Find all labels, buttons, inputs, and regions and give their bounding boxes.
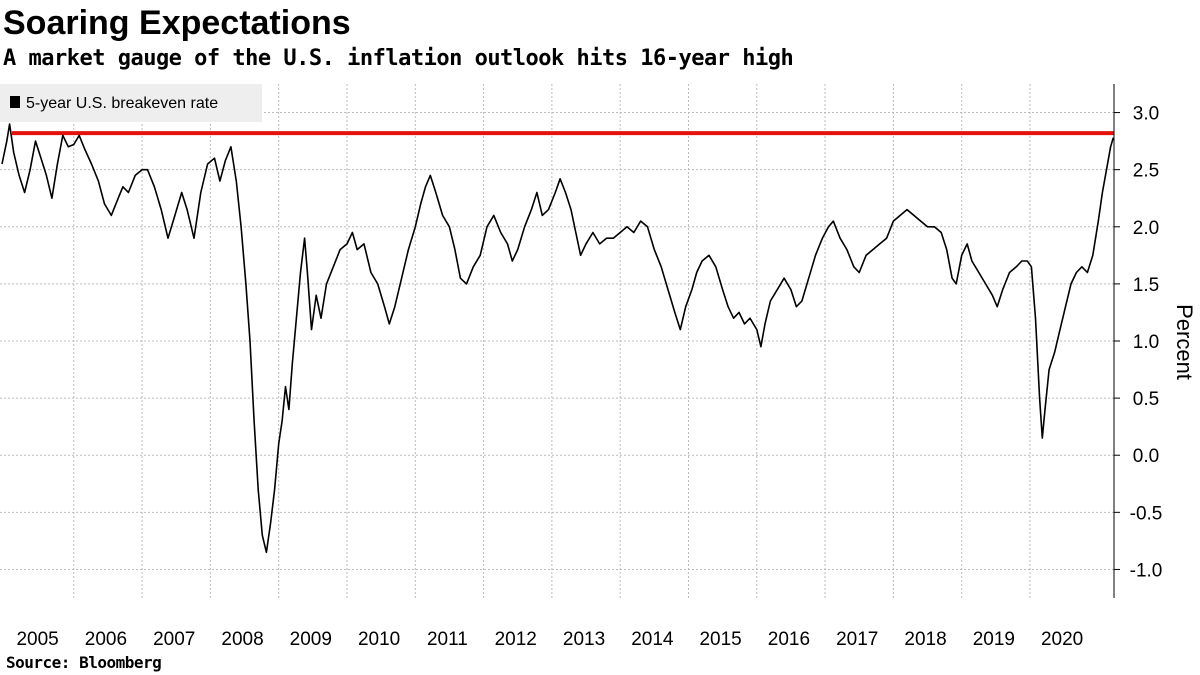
legend-label: 5-year U.S. breakeven rate: [26, 95, 218, 112]
x-tick-label: 2010: [358, 629, 400, 650]
y-tick-label: 3.0: [1133, 104, 1159, 125]
series-group: [1, 123, 1115, 554]
series-line: [1, 123, 1115, 554]
y-tick-label: 0.0: [1133, 446, 1159, 467]
x-axis: 2005 2006 2007 2008 2009 2010 2011 2012 2013 2014…: [16, 629, 1083, 650]
x-tick-label: 2008: [221, 629, 263, 650]
x-tick-label: 2007: [153, 629, 195, 650]
y-tick-label: 2.0: [1133, 218, 1159, 239]
y-tick-label: 2.5: [1133, 161, 1159, 182]
chart-subtitle: A market gauge of the U.S. inflation out…: [3, 46, 794, 71]
grid-lines: [0, 84, 1114, 598]
legend-background: [0, 84, 262, 122]
x-tick-label: 2018: [904, 629, 946, 650]
x-tick-label: 2005: [16, 629, 58, 650]
x-tick-label: 2019: [973, 629, 1015, 650]
y-tick-label: 0.5: [1133, 389, 1159, 410]
chart-title: Soaring Expectations: [3, 4, 351, 42]
legend-swatch: [10, 96, 20, 108]
x-tick-label: 2012: [495, 629, 537, 650]
x-tick-label: 2020: [1041, 629, 1083, 650]
x-tick-label: 2013: [563, 629, 605, 650]
x-tick-label: 2014: [631, 629, 674, 650]
y-tick-label: 1.5: [1133, 275, 1159, 296]
y-tick-label: -0.5: [1130, 503, 1163, 524]
x-tick-label: 2015: [699, 629, 741, 650]
y-axis: -1.0 -0.5 0.0 0.5 1.0 1.5 2.0 2.5 3.0: [1113, 84, 1163, 598]
x-tick-label: 2016: [768, 629, 810, 650]
x-tick-label: 2006: [85, 629, 127, 650]
y-tick-label: -1.0: [1130, 560, 1163, 581]
legend: 5-year U.S. breakeven rate: [0, 84, 262, 122]
x-tick-label: 2011: [427, 629, 468, 650]
source-note: Source: Bloomberg: [6, 653, 162, 672]
x-tick-label: 2017: [836, 629, 878, 650]
y-axis-label: Percent: [1172, 304, 1197, 380]
y-tick-label: 1.0: [1133, 332, 1159, 353]
x-tick-label: 2009: [290, 629, 332, 650]
